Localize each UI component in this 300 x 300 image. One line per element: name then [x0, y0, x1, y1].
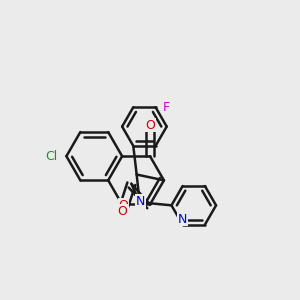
Text: F: F — [162, 101, 169, 114]
Text: N: N — [136, 195, 145, 208]
Text: O: O — [118, 205, 128, 218]
Text: N: N — [178, 213, 187, 226]
Text: Cl: Cl — [45, 150, 57, 163]
Text: O: O — [145, 119, 155, 132]
Text: O: O — [119, 199, 129, 212]
